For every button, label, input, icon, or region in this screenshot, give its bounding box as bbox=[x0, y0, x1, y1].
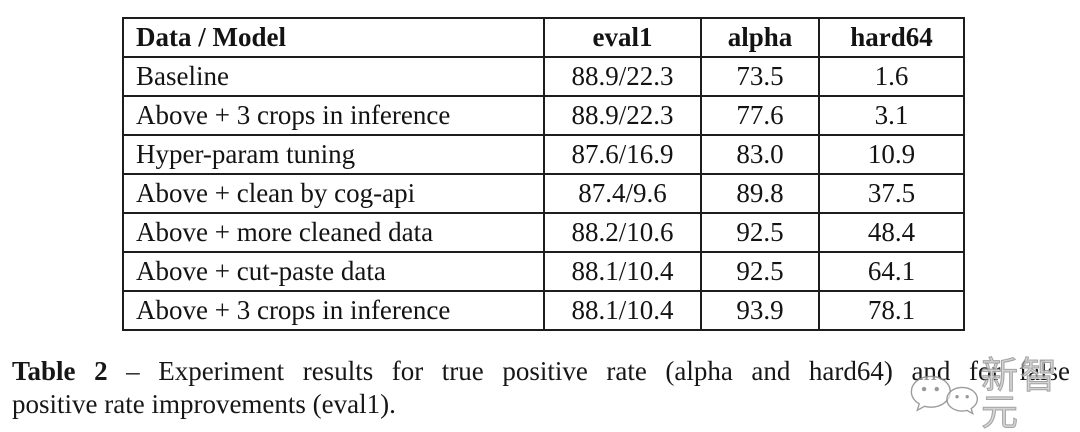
cell-data-model: Hyper-param tuning bbox=[122, 134, 545, 175]
cell-hard64: 37.5 bbox=[818, 173, 965, 214]
table-caption: Table 2 – Experiment results for true po… bbox=[12, 355, 1070, 421]
table-row: Above + cut-paste data 88.1/10.4 92.5 64… bbox=[122, 251, 965, 292]
column-header-alpha: alpha bbox=[700, 17, 820, 58]
table-row: Above + more cleaned data 88.2/10.6 92.5… bbox=[122, 212, 965, 253]
cell-hard64: 3.1 bbox=[818, 95, 965, 136]
results-table: Data / Model eval1 alpha hard64 Baseline… bbox=[122, 17, 965, 331]
cell-data-model: Baseline bbox=[122, 56, 545, 97]
cell-alpha: 93.9 bbox=[700, 290, 820, 331]
cell-data-model: Above + 3 crops in inference bbox=[122, 290, 545, 331]
cell-hard64: 78.1 bbox=[818, 290, 965, 331]
cell-data-model: Above + 3 crops in inference bbox=[122, 95, 545, 136]
caption-line-1: Table 2 – Experiment results for true po… bbox=[12, 355, 1070, 388]
cell-eval1: 88.2/10.6 bbox=[543, 212, 702, 253]
table-row: Above + 3 crops in inference 88.1/10.4 9… bbox=[122, 290, 965, 331]
cell-alpha: 92.5 bbox=[700, 212, 820, 253]
cell-eval1: 88.9/22.3 bbox=[543, 95, 702, 136]
cell-hard64: 64.1 bbox=[818, 251, 965, 292]
cell-eval1: 87.6/16.9 bbox=[543, 134, 702, 175]
caption-label: Table 2 bbox=[12, 356, 108, 386]
table-row: Above + 3 crops in inference 88.9/22.3 7… bbox=[122, 95, 965, 136]
caption-line1-text: – Experiment results for true positive r… bbox=[107, 356, 1070, 386]
cell-alpha: 89.8 bbox=[700, 173, 820, 214]
cell-data-model: Above + clean by cog-api bbox=[122, 173, 545, 214]
caption-line-2: positive rate improvements (eval1). bbox=[12, 389, 396, 419]
cell-hard64: 48.4 bbox=[818, 212, 965, 253]
cell-alpha: 83.0 bbox=[700, 134, 820, 175]
table-row: Hyper-param tuning 87.6/16.9 83.0 10.9 bbox=[122, 134, 965, 175]
table-row: Baseline 88.9/22.3 73.5 1.6 bbox=[122, 56, 965, 97]
cell-eval1: 88.9/22.3 bbox=[543, 56, 702, 97]
cell-alpha: 73.5 bbox=[700, 56, 820, 97]
column-header-eval1: eval1 bbox=[543, 17, 702, 58]
cell-eval1: 88.1/10.4 bbox=[543, 251, 702, 292]
cell-alpha: 77.6 bbox=[700, 95, 820, 136]
table-row: Above + clean by cog-api 87.4/9.6 89.8 3… bbox=[122, 173, 965, 214]
cell-data-model: Above + more cleaned data bbox=[122, 212, 545, 253]
cell-data-model: Above + cut-paste data bbox=[122, 251, 545, 292]
column-header-hard64: hard64 bbox=[818, 17, 965, 58]
cell-hard64: 1.6 bbox=[818, 56, 965, 97]
cell-eval1: 88.1/10.4 bbox=[543, 290, 702, 331]
table-header-row: Data / Model eval1 alpha hard64 bbox=[122, 17, 965, 58]
cell-hard64: 10.9 bbox=[818, 134, 965, 175]
column-header-data-model: Data / Model bbox=[122, 17, 545, 58]
cell-alpha: 92.5 bbox=[700, 251, 820, 292]
cell-eval1: 87.4/9.6 bbox=[543, 173, 702, 214]
